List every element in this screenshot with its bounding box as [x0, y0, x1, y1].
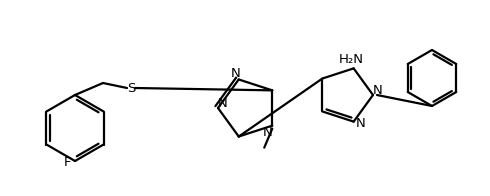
Text: N: N [218, 96, 228, 110]
Text: N: N [231, 67, 241, 80]
Text: N: N [373, 83, 383, 96]
Text: F: F [63, 155, 71, 169]
Text: S: S [127, 82, 135, 94]
Text: N: N [263, 126, 272, 139]
Text: N: N [356, 117, 366, 130]
Text: H₂N: H₂N [339, 53, 364, 66]
